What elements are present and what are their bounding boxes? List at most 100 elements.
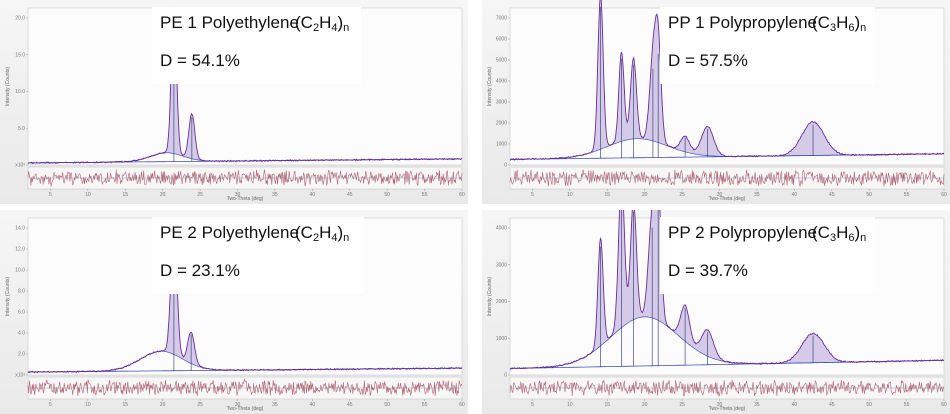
x-tick-label: 45	[347, 192, 353, 198]
x-tick-label: 20	[160, 192, 166, 198]
x-tick-label: 10	[85, 192, 91, 198]
x-tick-label: 40	[792, 402, 798, 408]
x-tick-label: 40	[310, 402, 316, 408]
y-axis-title: Intensity (Counts)	[487, 67, 493, 107]
label-box-pe1: PE 1 Polyethylene (C2H4)n D = 54.1%	[152, 7, 361, 84]
y-tick-label: 0	[504, 163, 507, 169]
x-tick-label: 25	[197, 192, 203, 198]
y-tick-label: 20.0	[15, 16, 25, 22]
y-tick-label: 7000	[496, 16, 507, 22]
x-tick-label: 5	[531, 192, 534, 198]
diffraction-profile	[27, 6, 463, 165]
crystallinity-value: D = 54.1%	[160, 51, 240, 70]
x-tick-label: 15	[122, 402, 128, 408]
x-tick-label: 60	[459, 192, 465, 198]
y-tick-label: 8.0	[18, 289, 25, 295]
x-axis-title: Two-Theta (deg)	[227, 406, 264, 412]
label-box-pp2: PP 2 Polypropylene (C3H6)n D = 39.7%	[660, 217, 875, 294]
y-tick-label: x10³	[15, 163, 25, 169]
sample-name: PE 1 Polyethylene	[160, 13, 299, 32]
y-tick-label: 12.0	[15, 247, 25, 253]
x-tick-label: 25	[679, 402, 685, 408]
x-tick-label: 55	[422, 402, 428, 408]
sample-name: PP 1 Polypropylene	[668, 13, 818, 32]
x-tick-label: 45	[829, 192, 835, 198]
x-axis-title: Two-Theta (deg)	[709, 196, 746, 202]
y-tick-label: 2.0	[18, 352, 25, 358]
x-tick-label: 10	[85, 402, 91, 408]
y-tick-label: 10.0	[15, 89, 25, 95]
c-subscript: 3	[829, 22, 837, 34]
panel-pe1: x10³ 5.0 10.0 15.0 20.0 5 10 15 20 25 30 35 40 45 50 55…	[0, 0, 468, 204]
x-tick-label: 50	[384, 192, 390, 198]
panel-pp1: 0 1000 2000 3000 4000 5000 6000 7000 5 10 15 20 25 30…	[482, 0, 950, 204]
y-axis-title: Intensity (Counts)	[5, 277, 11, 317]
y-tick-label: 1000	[496, 336, 507, 342]
x-tick-label: 30	[717, 192, 723, 198]
formula: (C2H4)n	[295, 13, 350, 34]
x-tick-label: 5	[49, 192, 52, 198]
x-tick-label: 5	[49, 402, 52, 408]
x-tick-label: 50	[384, 402, 390, 408]
x-tick-label: 35	[754, 192, 760, 198]
x-axis-title: Two-Theta (deg)	[227, 196, 264, 202]
y-tick-label: 1000	[496, 142, 507, 148]
h-subscript: 6	[848, 22, 855, 34]
c-subscript: 2	[312, 22, 320, 34]
sample-name: PE 2 Polyethylene	[160, 223, 299, 242]
y-tick-label: 4.0	[18, 331, 25, 337]
crystallinity-value: D = 23.1%	[160, 261, 240, 280]
n-subscript: n	[343, 232, 350, 244]
x-tick-label: 35	[754, 402, 760, 408]
diffraction-profile	[509, 0, 945, 161]
x-tick-label: 30	[235, 192, 241, 198]
x-tick-label: 5	[531, 402, 534, 408]
y-tick-label: x10³	[15, 373, 25, 379]
x-tick-label: 55	[422, 192, 428, 198]
n-subscript: n	[343, 22, 350, 34]
residual-curve	[509, 379, 945, 397]
diffraction-profile	[27, 221, 463, 374]
label-box-pe2: PE 2 Polyethylene (C2H4)n D = 23.1%	[152, 217, 364, 294]
panel-pp2: 0 1000 2000 3000 4000 5 10 15 20 25 30 35 40 45 50 55 60…	[482, 210, 950, 414]
h-subscript: 4	[331, 22, 338, 34]
x-tick-label: 35	[272, 402, 278, 408]
y-tick-label: 5000	[496, 58, 507, 64]
x-tick-label: 45	[347, 402, 353, 408]
x-tick-label: 15	[604, 192, 610, 198]
x-tick-label: 55	[904, 192, 910, 198]
y-tick-label: 6.0	[18, 310, 25, 316]
n-subscript: n	[860, 22, 867, 34]
h-subscript: 4	[331, 232, 338, 244]
c-subscript: 3	[829, 232, 837, 244]
x-tick-label: 40	[310, 192, 316, 198]
diffraction-profile	[510, 210, 945, 370]
x-tick-label: 15	[604, 402, 610, 408]
x-tick-label: 45	[829, 402, 835, 408]
residual-curve	[27, 378, 463, 397]
x-tick-label: 30	[717, 402, 723, 408]
crystallinity-value: D = 57.5%	[668, 51, 748, 70]
x-tick-label: 20	[160, 402, 166, 408]
y-axis-title: Intensity (Counts)	[5, 67, 11, 107]
y-tick-label: 5.0	[18, 126, 25, 132]
formula: (C2H4)n	[295, 223, 350, 244]
sample-name: PP 2 Polypropylene	[668, 223, 818, 242]
residual-curve	[27, 169, 463, 187]
y-axis-title: Intensity (Counts)	[487, 277, 493, 317]
formula: (C3H6)n	[812, 13, 867, 34]
x-tick-label: 60	[941, 402, 947, 408]
x-tick-label: 50	[866, 192, 872, 198]
h-subscript: 6	[848, 232, 855, 244]
formula: (C3H6)n	[812, 223, 867, 244]
y-tick-label: 15.0	[15, 52, 25, 58]
y-tick-label: 4000	[496, 79, 507, 85]
panel-pe2: x10³ 2.0 4.0 6.0 8.0 10.0 12.0 14.0 5 10 15 20 25 30 3…	[0, 210, 468, 414]
y-tick-label: 6000	[496, 37, 507, 43]
crystallinity-value: D = 39.7%	[668, 261, 748, 280]
label-box-pp1: PP 1 Polypropylene (C3H6)n D = 57.5%	[660, 7, 875, 84]
y-tick-label: 10.0	[15, 268, 25, 274]
crystalline-fill	[510, 0, 944, 160]
y-tick-label: 3000	[496, 262, 507, 268]
x-tick-label: 30	[235, 402, 241, 408]
